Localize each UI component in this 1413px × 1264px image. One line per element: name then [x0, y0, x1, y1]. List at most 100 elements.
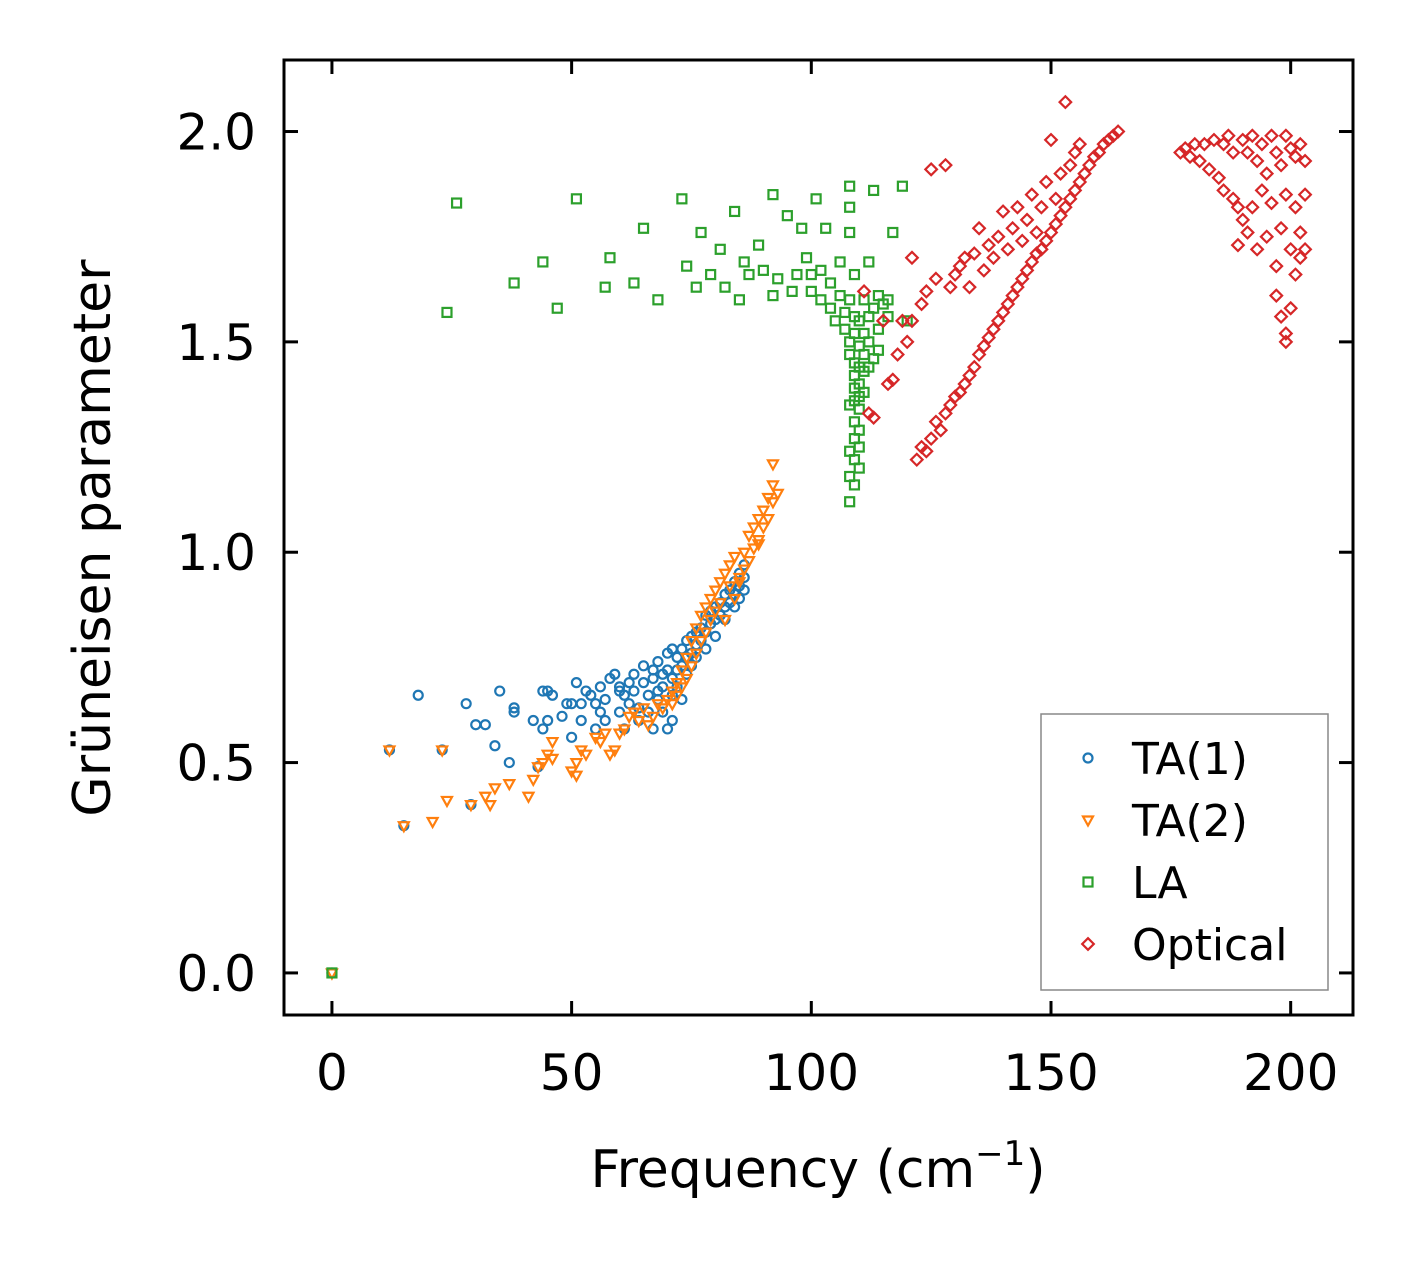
data-point: [1187, 136, 1203, 152]
data-point: [604, 252, 616, 264]
data-point: [901, 315, 913, 327]
data-point: [810, 193, 822, 205]
data-point: [705, 268, 717, 281]
data-point: [1273, 309, 1289, 324]
data-point: [718, 568, 732, 582]
data-point: [676, 193, 688, 205]
series-la: [326, 180, 913, 979]
data-point: [1019, 212, 1035, 228]
legend-entry-label: Optical: [1132, 920, 1287, 971]
data-point: [1221, 128, 1236, 144]
data-point: [1000, 296, 1016, 312]
data-point: [503, 756, 515, 769]
data-point: [800, 252, 813, 264]
legend: TA(1) TA(2) LA Optical: [1040, 713, 1329, 991]
plot-frame: [282, 58, 1355, 1017]
data-point: [545, 753, 560, 767]
data-point: [1101, 132, 1116, 148]
data-point: [947, 389, 963, 404]
data-point: [652, 294, 664, 306]
data-point: [942, 397, 958, 413]
data-point: [904, 250, 920, 266]
data-point: [966, 359, 982, 375]
data-point: [796, 222, 808, 234]
data-point: [1254, 183, 1270, 198]
data-point: [569, 770, 584, 783]
data-point: [425, 816, 440, 830]
data-point: [767, 189, 779, 201]
data-point: [1058, 199, 1073, 215]
data-point: [824, 302, 837, 314]
data-point: [875, 313, 891, 329]
data-point: [690, 281, 702, 293]
data-point: [594, 706, 606, 718]
data-point: [834, 289, 846, 302]
data-point: [1292, 225, 1308, 240]
data-point: [695, 226, 707, 239]
x-tick-label: 200: [1243, 1044, 1338, 1102]
data-point: [435, 745, 450, 758]
y-tick-label: 0.0: [176, 945, 256, 1003]
data-point: [976, 262, 992, 278]
data-point: [1211, 170, 1227, 186]
data-point: [737, 564, 752, 577]
data-point: [928, 271, 944, 287]
legend-marker: [1082, 752, 1094, 764]
data-point: [589, 698, 602, 710]
data-point: [1043, 132, 1059, 148]
data-point: [1283, 140, 1299, 156]
y-tick-label: 1.0: [176, 524, 256, 582]
data-point: [1173, 145, 1188, 160]
data-point: [1038, 174, 1054, 190]
x-tick-label: 50: [540, 1044, 604, 1102]
data-point: [412, 689, 424, 701]
data-point: [727, 593, 742, 607]
data-point: [1225, 191, 1241, 207]
data-point: [770, 488, 785, 502]
legend-entry-label: TA(1): [1131, 734, 1248, 785]
data-point: [684, 635, 699, 649]
data-point: [848, 479, 861, 491]
data-point: [834, 256, 846, 268]
data-point: [1067, 145, 1083, 160]
data-point: [647, 672, 659, 685]
data-point: [899, 334, 915, 350]
data-point: [689, 623, 704, 636]
data-point: [766, 480, 780, 493]
data-point: [866, 410, 881, 425]
data-point: [622, 711, 637, 725]
data-point: [679, 652, 694, 666]
data-point: [698, 627, 713, 640]
data-point: [1096, 136, 1112, 152]
data-point: [971, 347, 987, 362]
data-point: [703, 593, 718, 607]
data-point: [382, 745, 397, 758]
data-point: [995, 204, 1011, 219]
data-point: [786, 285, 798, 297]
data-point: [1062, 157, 1078, 173]
data-point: [537, 685, 549, 697]
data-point: [627, 707, 641, 720]
data-point: [1244, 199, 1260, 215]
data-point: [1225, 145, 1241, 160]
data-point: [722, 581, 737, 594]
data-point: [609, 668, 621, 680]
data-point: [791, 268, 803, 281]
data-point: [751, 513, 766, 527]
data-point: [820, 222, 832, 234]
data-point: [863, 256, 875, 268]
data-point: [885, 372, 901, 388]
data-point: [990, 229, 1006, 245]
data-point: [637, 660, 650, 672]
series-optical: [856, 94, 1313, 468]
data-point: [919, 443, 934, 459]
data-point: [882, 294, 894, 306]
data-point: [617, 724, 632, 737]
data-point: [1283, 241, 1299, 257]
data-point: [738, 584, 750, 596]
data-point: [844, 226, 856, 239]
data-point: [1235, 132, 1251, 148]
data-point: [746, 522, 761, 535]
data-point: [1216, 136, 1231, 152]
data-point: [981, 330, 997, 346]
